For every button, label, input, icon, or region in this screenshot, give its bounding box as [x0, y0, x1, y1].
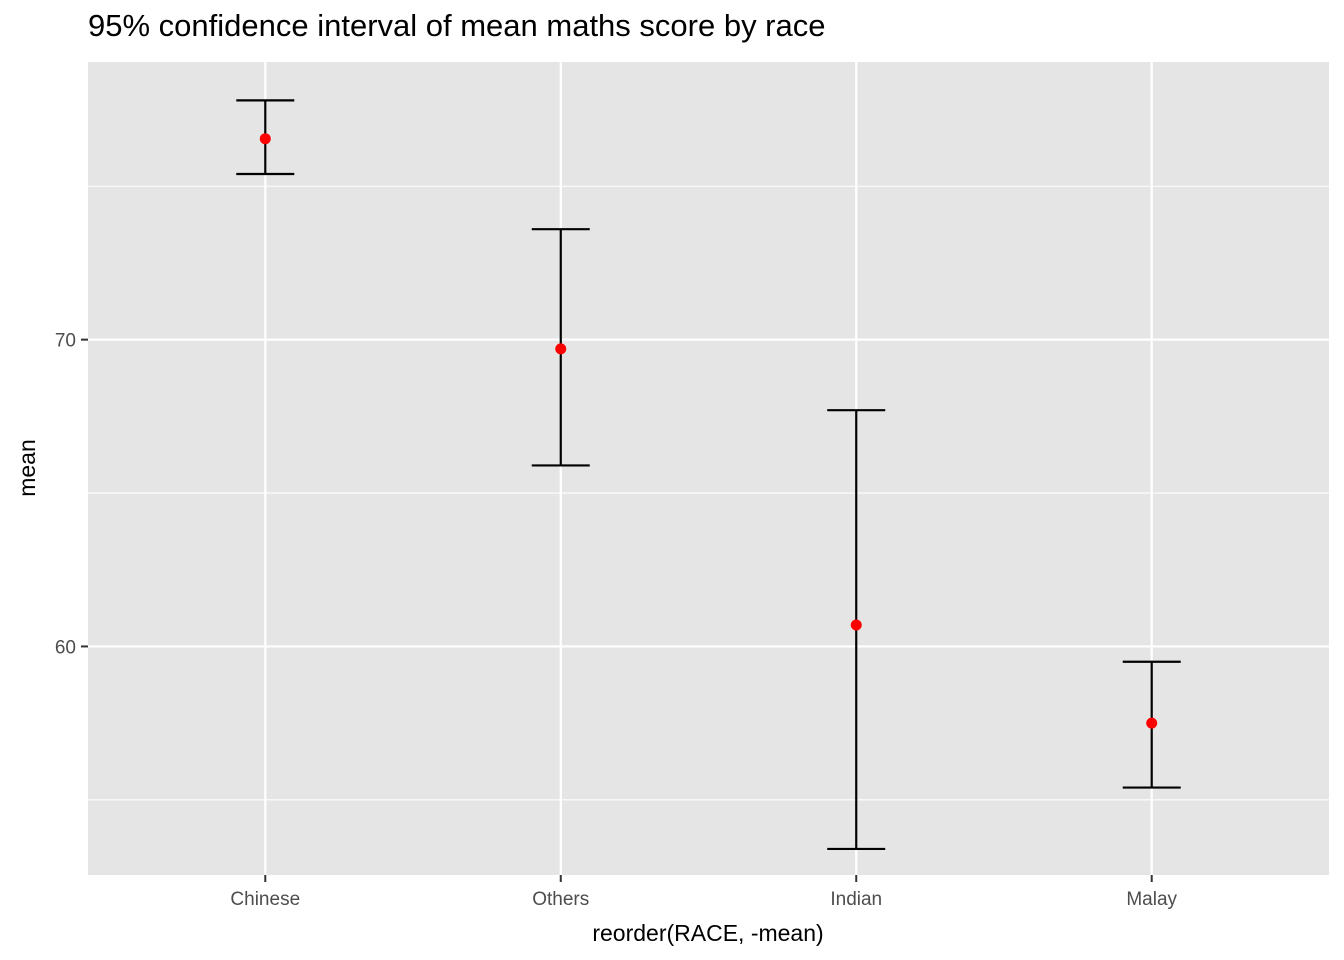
mean-point-indian	[850, 619, 862, 631]
plot-panel	[88, 62, 1329, 875]
x-axis: Chinese Others Indian Malay	[230, 875, 1178, 910]
y-tick-label: 60	[55, 637, 76, 658]
x-tick-label: Chinese	[230, 889, 300, 910]
chart-title: 95% confidence interval of mean maths sc…	[88, 8, 826, 43]
x-tick-label: Malay	[1126, 889, 1177, 910]
minor-gridlines	[88, 185, 1329, 801]
x-tick-label: Others	[532, 889, 589, 910]
mean-point-others	[555, 343, 567, 355]
x-axis-title: reorder(RACE, -mean)	[592, 920, 823, 946]
mean-point-malay	[1146, 717, 1158, 729]
x-tick-label: Indian	[830, 889, 882, 910]
mean-points	[259, 133, 1158, 729]
y-axis: 60 70	[55, 331, 88, 658]
y-tick-label: 70	[55, 331, 76, 352]
y-axis-title: mean	[14, 439, 40, 497]
mean-point-chinese	[259, 133, 271, 145]
